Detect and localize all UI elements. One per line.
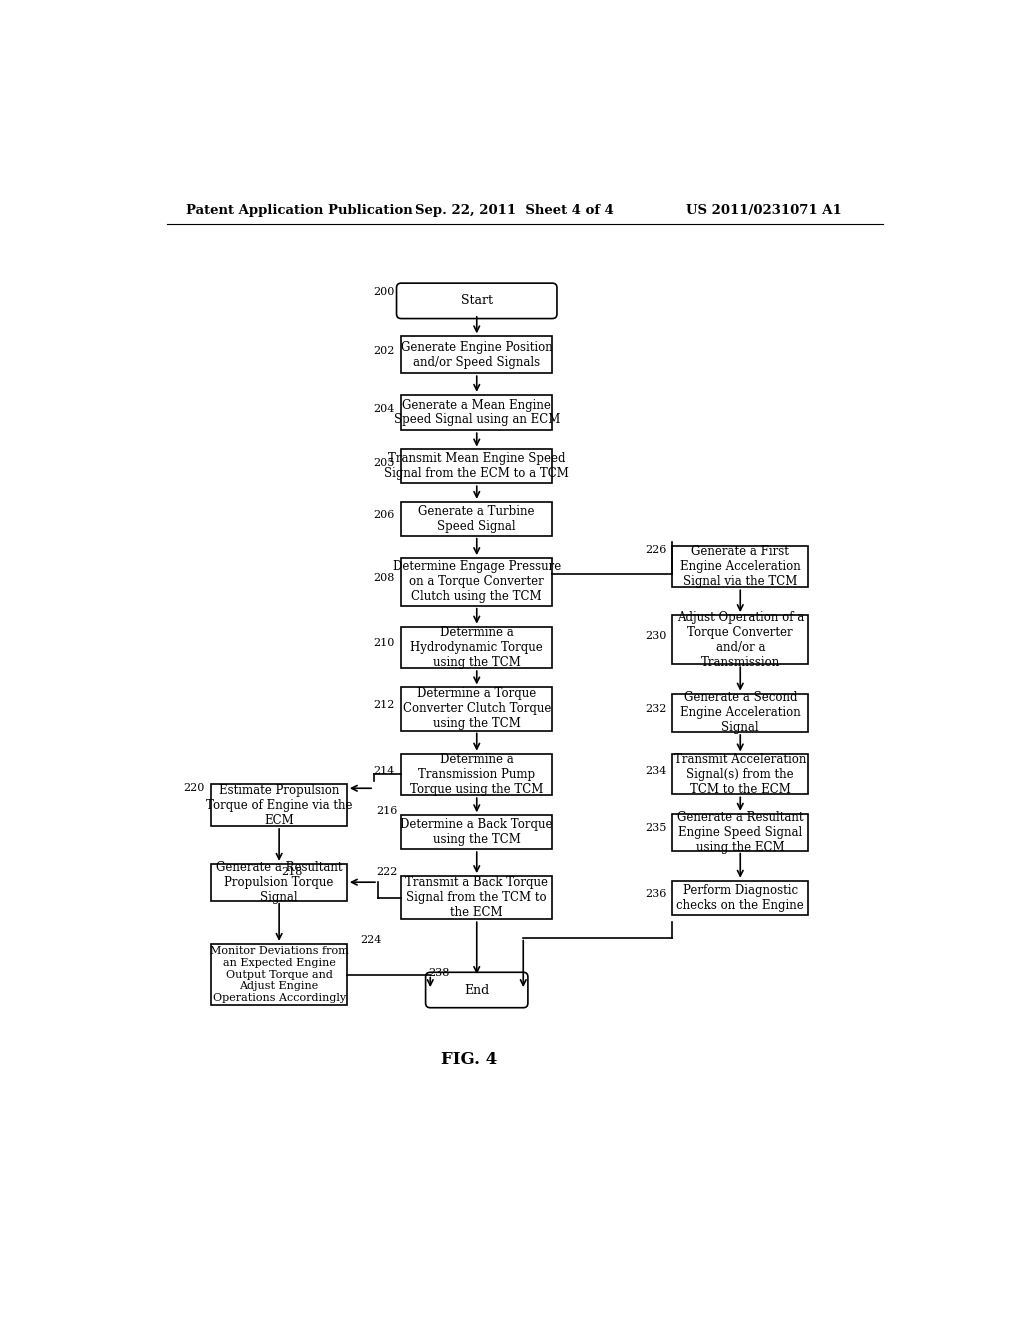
Text: Generate a Turbine
Speed Signal: Generate a Turbine Speed Signal (419, 504, 535, 533)
Text: 214: 214 (374, 766, 395, 776)
FancyBboxPatch shape (673, 813, 808, 850)
Text: Generate Engine Position
and/or Speed Signals: Generate Engine Position and/or Speed Si… (400, 341, 553, 368)
Text: 238: 238 (428, 968, 450, 978)
FancyBboxPatch shape (401, 688, 552, 730)
FancyBboxPatch shape (401, 337, 552, 374)
Text: Start: Start (461, 294, 493, 308)
Text: 222: 222 (376, 867, 397, 878)
FancyBboxPatch shape (673, 545, 808, 587)
Text: Transmit Acceleration
Signal(s) from the
TCM to the ECM: Transmit Acceleration Signal(s) from the… (674, 752, 807, 796)
Text: 230: 230 (645, 631, 667, 640)
Text: US 2011/0231071 A1: US 2011/0231071 A1 (686, 205, 842, 218)
FancyBboxPatch shape (401, 395, 552, 430)
FancyBboxPatch shape (396, 284, 557, 318)
Text: 202: 202 (374, 346, 395, 356)
Text: Sep. 22, 2011  Sheet 4 of 4: Sep. 22, 2011 Sheet 4 of 4 (415, 205, 613, 218)
Text: End: End (464, 983, 489, 997)
FancyBboxPatch shape (673, 615, 808, 664)
FancyBboxPatch shape (426, 973, 528, 1007)
Text: 236: 236 (645, 888, 667, 899)
Text: 200: 200 (374, 286, 395, 297)
Text: 210: 210 (374, 639, 395, 648)
Text: Generate a Mean Engine
Speed Signal using an ECM: Generate a Mean Engine Speed Signal usin… (393, 399, 560, 426)
Text: Patent Application Publication: Patent Application Publication (186, 205, 413, 218)
FancyBboxPatch shape (401, 449, 552, 483)
Text: 224: 224 (360, 935, 382, 945)
FancyBboxPatch shape (401, 876, 552, 919)
Text: Determine a Torque
Converter Clutch Torque
using the TCM: Determine a Torque Converter Clutch Torq… (402, 688, 551, 730)
FancyBboxPatch shape (401, 754, 552, 795)
Text: 204: 204 (374, 404, 395, 413)
FancyBboxPatch shape (401, 558, 552, 606)
Text: Adjust Operation of a
Torque Converter
and/or a
Transmission: Adjust Operation of a Torque Converter a… (677, 611, 804, 669)
Text: Transmit Mean Engine Speed
Signal from the ECM to a TCM: Transmit Mean Engine Speed Signal from t… (384, 453, 569, 480)
FancyBboxPatch shape (401, 502, 552, 536)
FancyBboxPatch shape (401, 816, 552, 849)
Text: Monitor Deviations from
an Expected Engine
Output Torque and
Adjust Engine
Opera: Monitor Deviations from an Expected Engi… (210, 946, 348, 1003)
Text: 226: 226 (645, 545, 667, 554)
Text: 218: 218 (281, 867, 302, 878)
Text: Generate a Resultant
Propulsion Torque
Signal: Generate a Resultant Propulsion Torque S… (216, 861, 342, 904)
Text: 212: 212 (374, 700, 395, 710)
FancyBboxPatch shape (673, 755, 808, 795)
Text: Generate a Resultant
Engine Speed Signal
using the ECM: Generate a Resultant Engine Speed Signal… (677, 810, 804, 854)
Text: 220: 220 (183, 783, 205, 793)
Text: 232: 232 (645, 704, 667, 714)
FancyBboxPatch shape (211, 784, 347, 826)
Text: FIG. 4: FIG. 4 (441, 1051, 497, 1068)
Text: Determine a
Hydrodynamic Torque
using the TCM: Determine a Hydrodynamic Torque using th… (411, 626, 543, 669)
Text: 206: 206 (374, 510, 395, 520)
Text: 235: 235 (645, 824, 667, 833)
FancyBboxPatch shape (211, 863, 347, 900)
Text: Perform Diagnostic
checks on the Engine: Perform Diagnostic checks on the Engine (677, 883, 804, 912)
Text: Determine a
Transmission Pump
Torque using the TCM: Determine a Transmission Pump Torque usi… (410, 752, 544, 796)
Text: 234: 234 (645, 766, 667, 776)
Text: 216: 216 (376, 807, 397, 816)
Text: 205: 205 (374, 458, 395, 467)
Text: Transmit a Back Torque
Signal from the TCM to
the ECM: Transmit a Back Torque Signal from the T… (406, 876, 548, 919)
FancyBboxPatch shape (673, 880, 808, 915)
Text: Generate a Second
Engine Acceleration
Signal: Generate a Second Engine Acceleration Si… (680, 692, 801, 734)
Text: Determine Engage Pressure
on a Torque Converter
Clutch using the TCM: Determine Engage Pressure on a Torque Co… (392, 561, 561, 603)
FancyBboxPatch shape (401, 627, 552, 668)
FancyBboxPatch shape (673, 693, 808, 733)
Text: 208: 208 (374, 573, 395, 583)
Text: Generate a First
Engine Acceleration
Signal via the TCM: Generate a First Engine Acceleration Sig… (680, 545, 801, 587)
Text: Determine a Back Torque
using the TCM: Determine a Back Torque using the TCM (400, 818, 553, 846)
Text: Estimate Propulsion
Torque of Engine via the
ECM: Estimate Propulsion Torque of Engine via… (206, 784, 352, 826)
FancyBboxPatch shape (211, 944, 347, 1006)
